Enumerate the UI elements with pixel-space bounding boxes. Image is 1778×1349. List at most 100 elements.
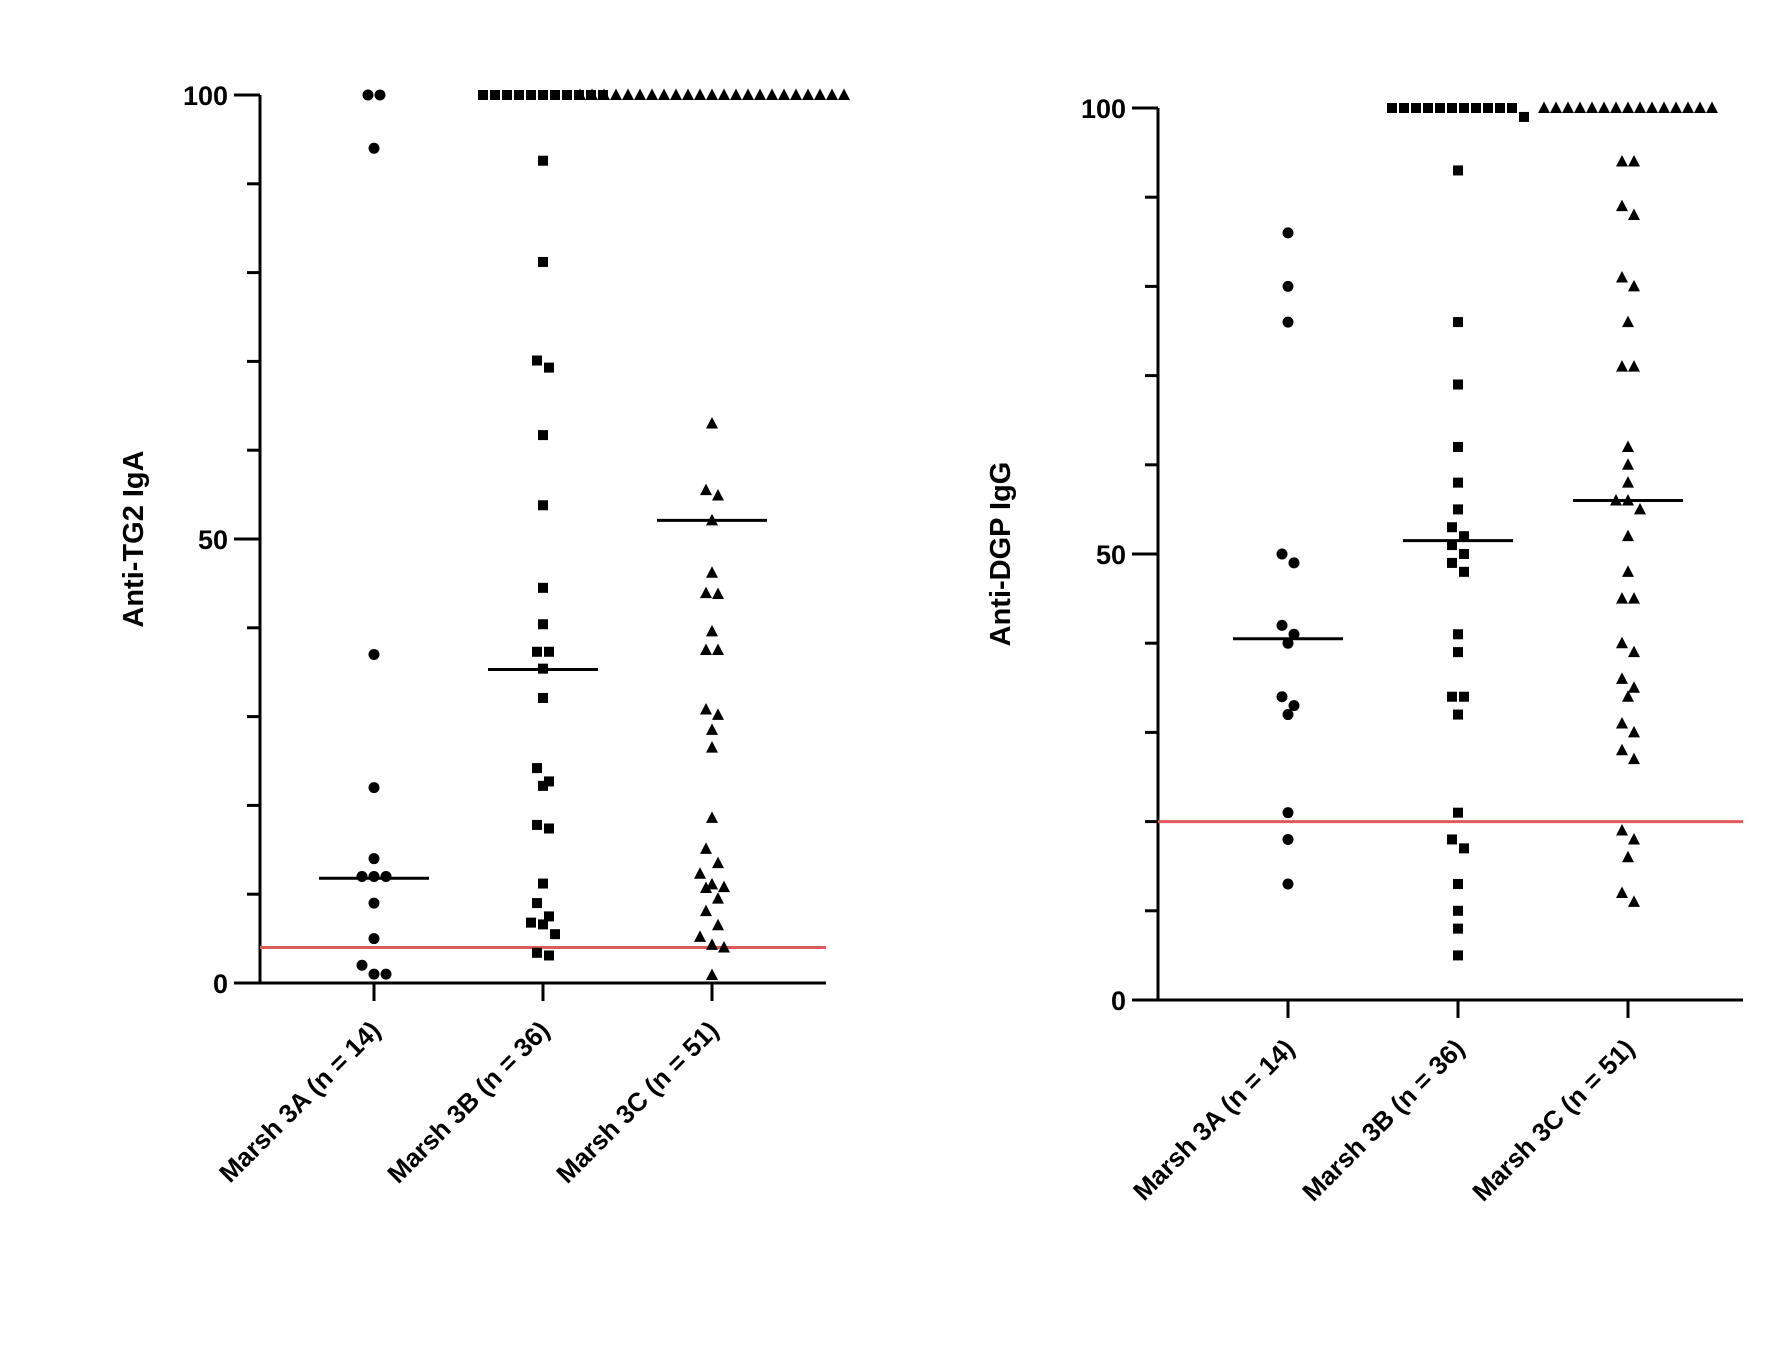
data-point-square <box>1453 317 1463 328</box>
data-point-triangle <box>712 643 724 655</box>
data-point-triangle <box>826 88 838 100</box>
data-point-triangle <box>700 702 712 715</box>
data-point-square <box>514 90 524 100</box>
data-point-circle <box>1282 878 1294 890</box>
data-point-triangle <box>586 88 598 100</box>
data-point-triangle <box>1628 645 1640 658</box>
data-point-square <box>1447 557 1457 568</box>
data-point-square <box>1453 807 1463 818</box>
data-point-square <box>532 898 542 909</box>
data-point-square <box>1411 103 1421 113</box>
data-point-triangle <box>1622 315 1634 328</box>
data-point-square <box>544 950 554 961</box>
data-point-square <box>1459 531 1469 542</box>
data-point-triangle <box>1586 101 1598 113</box>
data-point-triangle <box>682 88 694 100</box>
data-point-triangle <box>700 842 712 854</box>
data-point-circle <box>368 968 380 980</box>
data-point-circle <box>1282 637 1294 649</box>
data-point-triangle <box>1538 101 1550 113</box>
data-point-triangle <box>712 587 724 600</box>
data-point-square <box>1453 477 1463 488</box>
data-point-triangle <box>646 88 658 100</box>
data-point-square <box>1453 879 1463 890</box>
data-point-triangle <box>712 488 724 501</box>
data-point-circle <box>380 870 392 882</box>
data-point-square <box>538 582 548 593</box>
data-point-triangle <box>742 88 754 100</box>
data-point-triangle <box>700 881 712 893</box>
data-point-square <box>526 917 536 928</box>
data-point-square <box>1423 103 1433 113</box>
data-point-triangle <box>730 88 742 100</box>
data-point-triangle <box>706 566 718 578</box>
data-point-triangle <box>1622 565 1634 577</box>
data-point-square <box>1459 691 1469 702</box>
y-tick-label: 0 <box>213 969 228 999</box>
data-point-square <box>532 646 542 657</box>
data-point-square <box>532 947 542 958</box>
data-point-circle <box>1282 227 1294 239</box>
data-point-square <box>1435 103 1445 113</box>
data-point-triangle <box>712 892 724 904</box>
data-point-triangle <box>718 880 730 893</box>
data-point-square <box>538 878 548 889</box>
data-point-square <box>538 430 548 441</box>
data-point-triangle <box>1622 476 1634 488</box>
data-point-square <box>1447 834 1457 845</box>
data-point-triangle <box>802 88 814 100</box>
x-category-label: Marsh 3B (n = 36) <box>1296 1033 1470 1207</box>
data-point-square <box>1447 540 1457 551</box>
data-point-square <box>1459 549 1469 559</box>
data-point-circle <box>368 853 380 865</box>
data-point-circle <box>1282 709 1294 721</box>
data-point-triangle <box>1622 850 1634 863</box>
y-tick-label: 0 <box>1111 986 1126 1016</box>
data-point-triangle <box>706 417 718 429</box>
data-point-triangle <box>1628 752 1640 765</box>
data-point-triangle <box>754 88 766 100</box>
data-point-triangle <box>1628 832 1640 845</box>
x-category-label: Marsh 3A (n = 14) <box>213 1015 386 1188</box>
data-point-triangle <box>1628 360 1640 372</box>
data-point-square <box>1483 103 1493 113</box>
data-point-triangle <box>1658 101 1670 113</box>
data-point-circle <box>380 968 392 980</box>
data-point-triangle <box>706 968 718 981</box>
data-point-square <box>532 763 542 774</box>
data-point-square <box>1453 441 1463 452</box>
data-point-triangle <box>1616 199 1628 212</box>
data-point-circle <box>362 89 374 101</box>
data-point-triangle <box>700 586 712 599</box>
data-point-triangle <box>790 88 802 100</box>
data-point-triangle <box>766 88 778 100</box>
data-point-square <box>1459 103 1469 113</box>
data-point-triangle <box>1550 101 1562 113</box>
data-point-triangle <box>622 88 634 100</box>
data-point-triangle <box>1646 101 1658 113</box>
data-point-square <box>550 90 560 100</box>
data-point-square <box>1447 103 1457 113</box>
data-point-square <box>1453 923 1463 934</box>
data-point-square <box>1453 165 1463 176</box>
data-point-square <box>538 90 548 100</box>
data-point-square <box>1453 905 1463 916</box>
data-point-triangle <box>1634 101 1646 113</box>
data-point-triangle <box>700 643 712 655</box>
data-point-square <box>532 819 542 830</box>
data-point-circle <box>1282 807 1294 819</box>
data-point-triangle <box>1616 360 1628 372</box>
data-point-square <box>538 919 548 930</box>
y-tick-label: 100 <box>183 81 228 111</box>
data-point-triangle <box>706 624 718 637</box>
data-point-square <box>1471 103 1481 113</box>
data-point-triangle <box>574 88 586 100</box>
data-point-square <box>562 90 572 100</box>
y-tick-label: 100 <box>1081 94 1126 124</box>
data-point-square <box>1507 103 1517 113</box>
data-point-triangle <box>1616 636 1628 649</box>
y-tick-label: 50 <box>198 525 228 555</box>
